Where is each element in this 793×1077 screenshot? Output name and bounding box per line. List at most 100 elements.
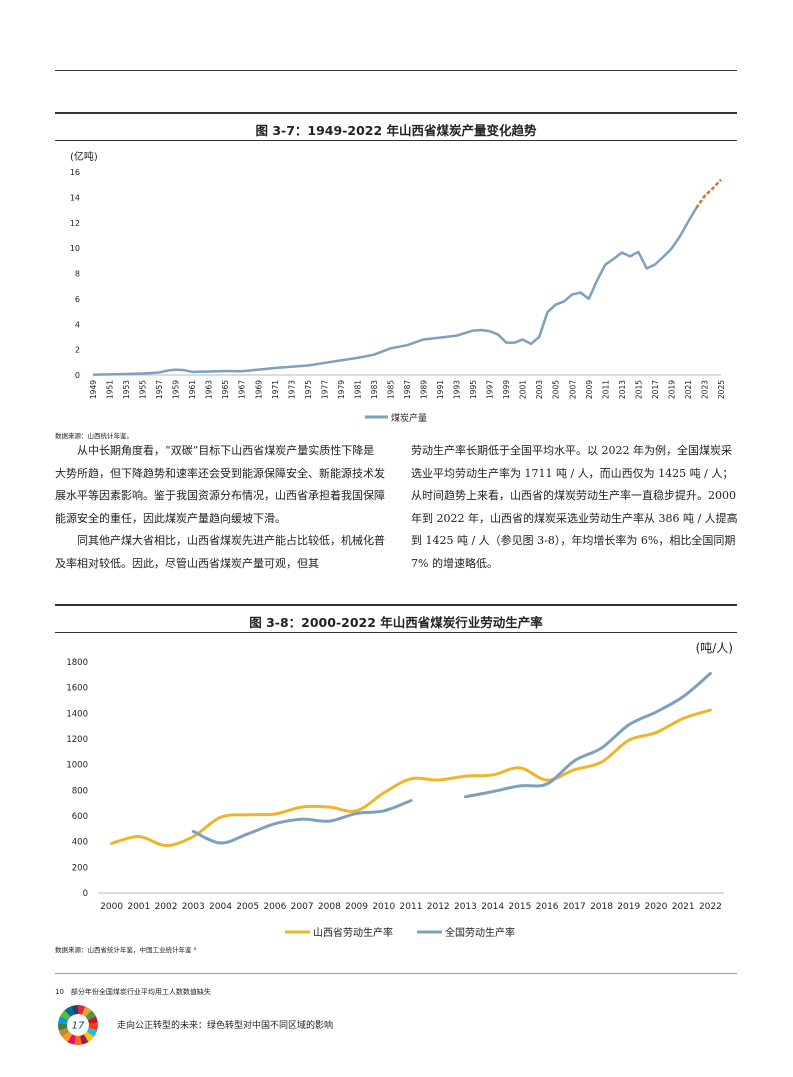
legend-label: 山西省劳动生产率: [313, 926, 393, 939]
x-tick-label: 2025: [717, 380, 726, 399]
y-tick-label: 200: [72, 863, 88, 873]
x-tick-label: 2009: [345, 902, 368, 912]
y-tick-label: 8: [75, 270, 80, 279]
y-tick-label: 14: [70, 193, 80, 202]
figure1-source: 数据来源：山西统计年鉴。: [55, 432, 133, 440]
x-tick-label: 1983: [370, 380, 379, 399]
x-tick-label: 2021: [684, 380, 693, 399]
x-tick-label: 2015: [508, 902, 531, 912]
page-top-rule: [55, 70, 737, 71]
y-tick-label: 16: [70, 168, 80, 177]
x-tick-label: 1949: [89, 380, 98, 399]
figure2-source: 数据来源：山西省统计年鉴，中国工业统计年鉴 ⁸: [55, 946, 197, 954]
figure2-title-rule: [55, 632, 737, 633]
y-tick-label: 10: [70, 244, 80, 253]
left-column-text: 从中长期角度看，“双碳”目标下山西省煤炭产量实质性下降是大势所趋，但下降趋势和速…: [55, 440, 385, 575]
y-tick-label: 400: [72, 838, 88, 848]
x-tick-label: 1997: [486, 380, 495, 399]
x-tick-label: 2003: [535, 380, 544, 399]
x-tick-label: 1973: [287, 380, 296, 399]
x-tick-label: 2016: [536, 902, 559, 912]
x-tick-label: 2012: [427, 902, 450, 912]
x-tick-label: 1953: [122, 380, 131, 399]
footer-title: 走向公正转型的未来：绿色转型对中国不同区域的影响: [117, 1021, 334, 1031]
x-tick-label: 1961: [188, 380, 197, 399]
x-tick-label: 2003: [182, 902, 205, 912]
shanxi-productivity-line: [110, 708, 712, 848]
x-tick-label: 1989: [420, 380, 429, 399]
x-tick-label: 2006: [263, 902, 286, 912]
x-tick-label: 1981: [353, 380, 362, 399]
left-paragraph-1: 从中长期角度看，“双碳”目标下山西省煤炭产量实质性下降是大势所趋，但下降趋势和速…: [55, 444, 385, 525]
x-tick-label: 1963: [205, 380, 214, 399]
x-tick-label: 1965: [221, 380, 230, 399]
x-tick-label: 2019: [617, 902, 640, 912]
y-tick-label: 1400: [66, 709, 88, 719]
labor-productivity-chart: (吨/人) 0 200 400 600 800 1000 1200 1400 1600 1800 20…: [66, 641, 733, 939]
x-tick-label: 2019: [667, 380, 676, 399]
y-tick-label: 1200: [66, 735, 88, 745]
y-tick-label: 1600: [66, 684, 88, 694]
sdg-wheel-logo: 17: [58, 1005, 98, 1045]
legend-label: 煤炭产量: [391, 412, 427, 424]
y-tick-label: 6: [75, 295, 80, 304]
y-unit-label: (吨/人): [696, 641, 733, 655]
x-tick-label: 2013: [618, 380, 627, 399]
x-tick-label: 2010: [372, 902, 395, 912]
x-tick-label: 2021: [672, 902, 695, 912]
national-productivity-line: [463, 671, 712, 799]
right-paragraph-1: 劳动生产率长期低于全国平均水平。以 2022 年为例，全国煤炭采选业平均劳动生产…: [411, 444, 738, 570]
x-tick-label: 1951: [106, 380, 115, 399]
x-tick-label: 2017: [563, 902, 586, 912]
x-tick-label: 1969: [254, 380, 263, 399]
x-tick-label: 2022: [699, 902, 722, 912]
y-tick-label: 4: [75, 320, 80, 329]
x-tick-label: 2014: [481, 902, 504, 912]
x-tick-label: 2023: [700, 380, 709, 399]
x-tick-label: 2009: [585, 380, 594, 399]
y-tick-label: 0: [75, 371, 80, 380]
x-tick-label: 2011: [601, 380, 610, 399]
x-tick-label: 2001: [519, 380, 528, 399]
x-tick-label: 1995: [469, 380, 478, 399]
x-tick-label: 2015: [634, 380, 643, 399]
x-tick-label: 2005: [552, 380, 561, 399]
figure2-title: 图 3-8：2000-2022 年山西省煤炭行业劳动生产率: [249, 615, 543, 630]
x-tick-label: 1967: [238, 380, 247, 399]
left-paragraph-2: 同其他产煤大省相比，山西省煤炭先进产能占比较低，机械化普及率相对较低。因此，尽管…: [55, 534, 385, 570]
x-tick-label: 1975: [304, 380, 313, 399]
right-column-text: 劳动生产率长期低于全国平均水平。以 2022 年为例，全国煤炭采选业平均劳动生产…: [411, 440, 738, 575]
x-tick-label: 2000: [100, 902, 123, 912]
x-tick-label: 2020: [645, 902, 668, 912]
coal-output-line: [92, 207, 698, 376]
x-tick-label: 1977: [320, 380, 329, 399]
x-tick-label: 2007: [568, 380, 577, 399]
x-tick-label: 1959: [172, 380, 181, 399]
figure1-top-rule: [55, 112, 737, 114]
x-tick-label: 1955: [139, 380, 148, 399]
national-productivity-line: [191, 799, 413, 845]
x-tick-label: 2004: [209, 902, 232, 912]
x-tick-label: 2002: [155, 902, 178, 912]
y-tick-label: 600: [72, 812, 88, 822]
x-tick-label: 1971: [271, 380, 280, 399]
x-tick-label: 1957: [155, 380, 164, 399]
y-unit-label: (亿吨): [70, 150, 98, 163]
x-tick-label: 2011: [400, 902, 423, 912]
y-tick-label: 2: [75, 346, 80, 355]
x-tick-label: 1987: [403, 380, 412, 399]
x-tick-label: 1999: [502, 380, 511, 399]
y-tick-label: 0: [83, 889, 88, 899]
coal-output-forecast-line: [695, 178, 722, 209]
figure1-title-rule: [55, 140, 737, 141]
sdg-logo-number: 17: [72, 1021, 85, 1032]
x-tick-label: 2007: [291, 902, 314, 912]
x-tick-label: 1979: [337, 380, 346, 399]
x-tick-label: 1993: [453, 380, 462, 399]
y-tick-label: 12: [70, 219, 80, 228]
coal-output-chart: (亿吨) 0 2 4 6 8 10 12 14 16 1949 1951 1953 1955 1957 195…: [70, 150, 726, 424]
x-tick-label: 1991: [436, 380, 445, 399]
footnote: 10 部分年份全国煤炭行业平均用工人数数值缺失: [55, 988, 211, 996]
footnote-rule: [55, 973, 737, 974]
x-tick-label: 2013: [454, 902, 477, 912]
